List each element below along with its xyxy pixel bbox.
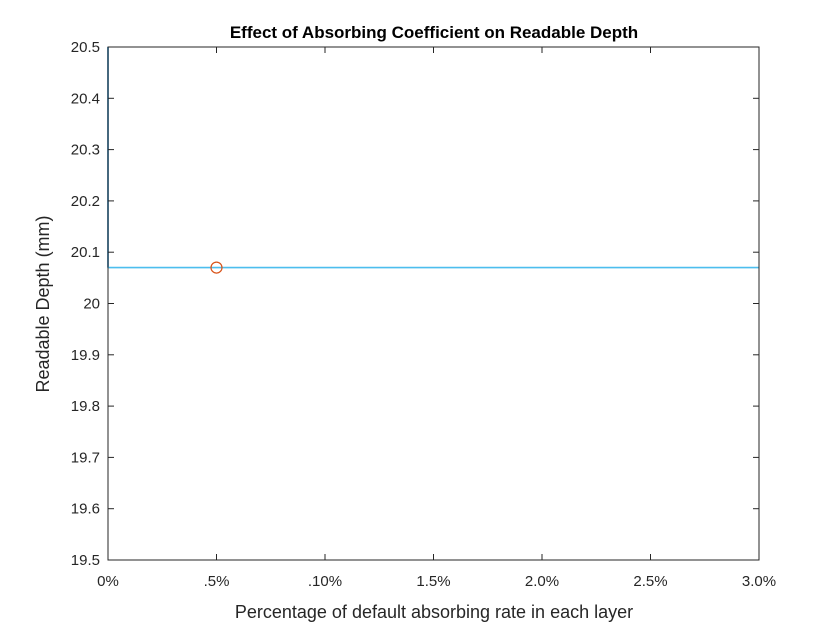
x-tick-label: 2.0% <box>525 573 559 590</box>
y-tick-label: 20.1 <box>71 244 100 261</box>
x-axis-label: Percentage of default absorbing rate in … <box>235 602 633 622</box>
x-tick-label: 2.5% <box>633 573 667 590</box>
y-tick-label: 20.4 <box>71 90 100 107</box>
x-tick-label: .5% <box>204 573 230 590</box>
chart-title: Effect of Absorbing Coefficient on Reada… <box>230 23 638 42</box>
y-tick-label: 19.5 <box>71 552 100 569</box>
data-point-marker <box>210 261 223 274</box>
x-tick-label: 3.0% <box>742 573 776 590</box>
y-tick-label: 19.8 <box>71 398 100 415</box>
y-tick-label: 20.3 <box>71 142 100 159</box>
y-axis-label: Readable Depth (mm) <box>33 215 53 392</box>
y-tick-label: 20 <box>83 296 100 313</box>
y-tick-label: 20.5 <box>71 39 100 56</box>
x-tick-label: 1.5% <box>416 573 450 590</box>
x-tick-label: 0% <box>97 573 119 590</box>
y-tick-label: 20.2 <box>71 193 100 210</box>
y-tick-label: 19.7 <box>71 449 100 466</box>
y-tick-label: 19.6 <box>71 501 100 518</box>
x-tick-label: .10% <box>308 573 342 590</box>
y-axis-ticks: 19.5 19.6 19.7 19.8 19.9 20 20.1 20.2 20.3 20.4 20… <box>71 39 759 569</box>
y-tick-label: 19.9 <box>71 347 100 364</box>
x-axis-ticks: 0% .5% .10% 1.5% 2.0% 2.5% 3.0% <box>97 47 776 590</box>
